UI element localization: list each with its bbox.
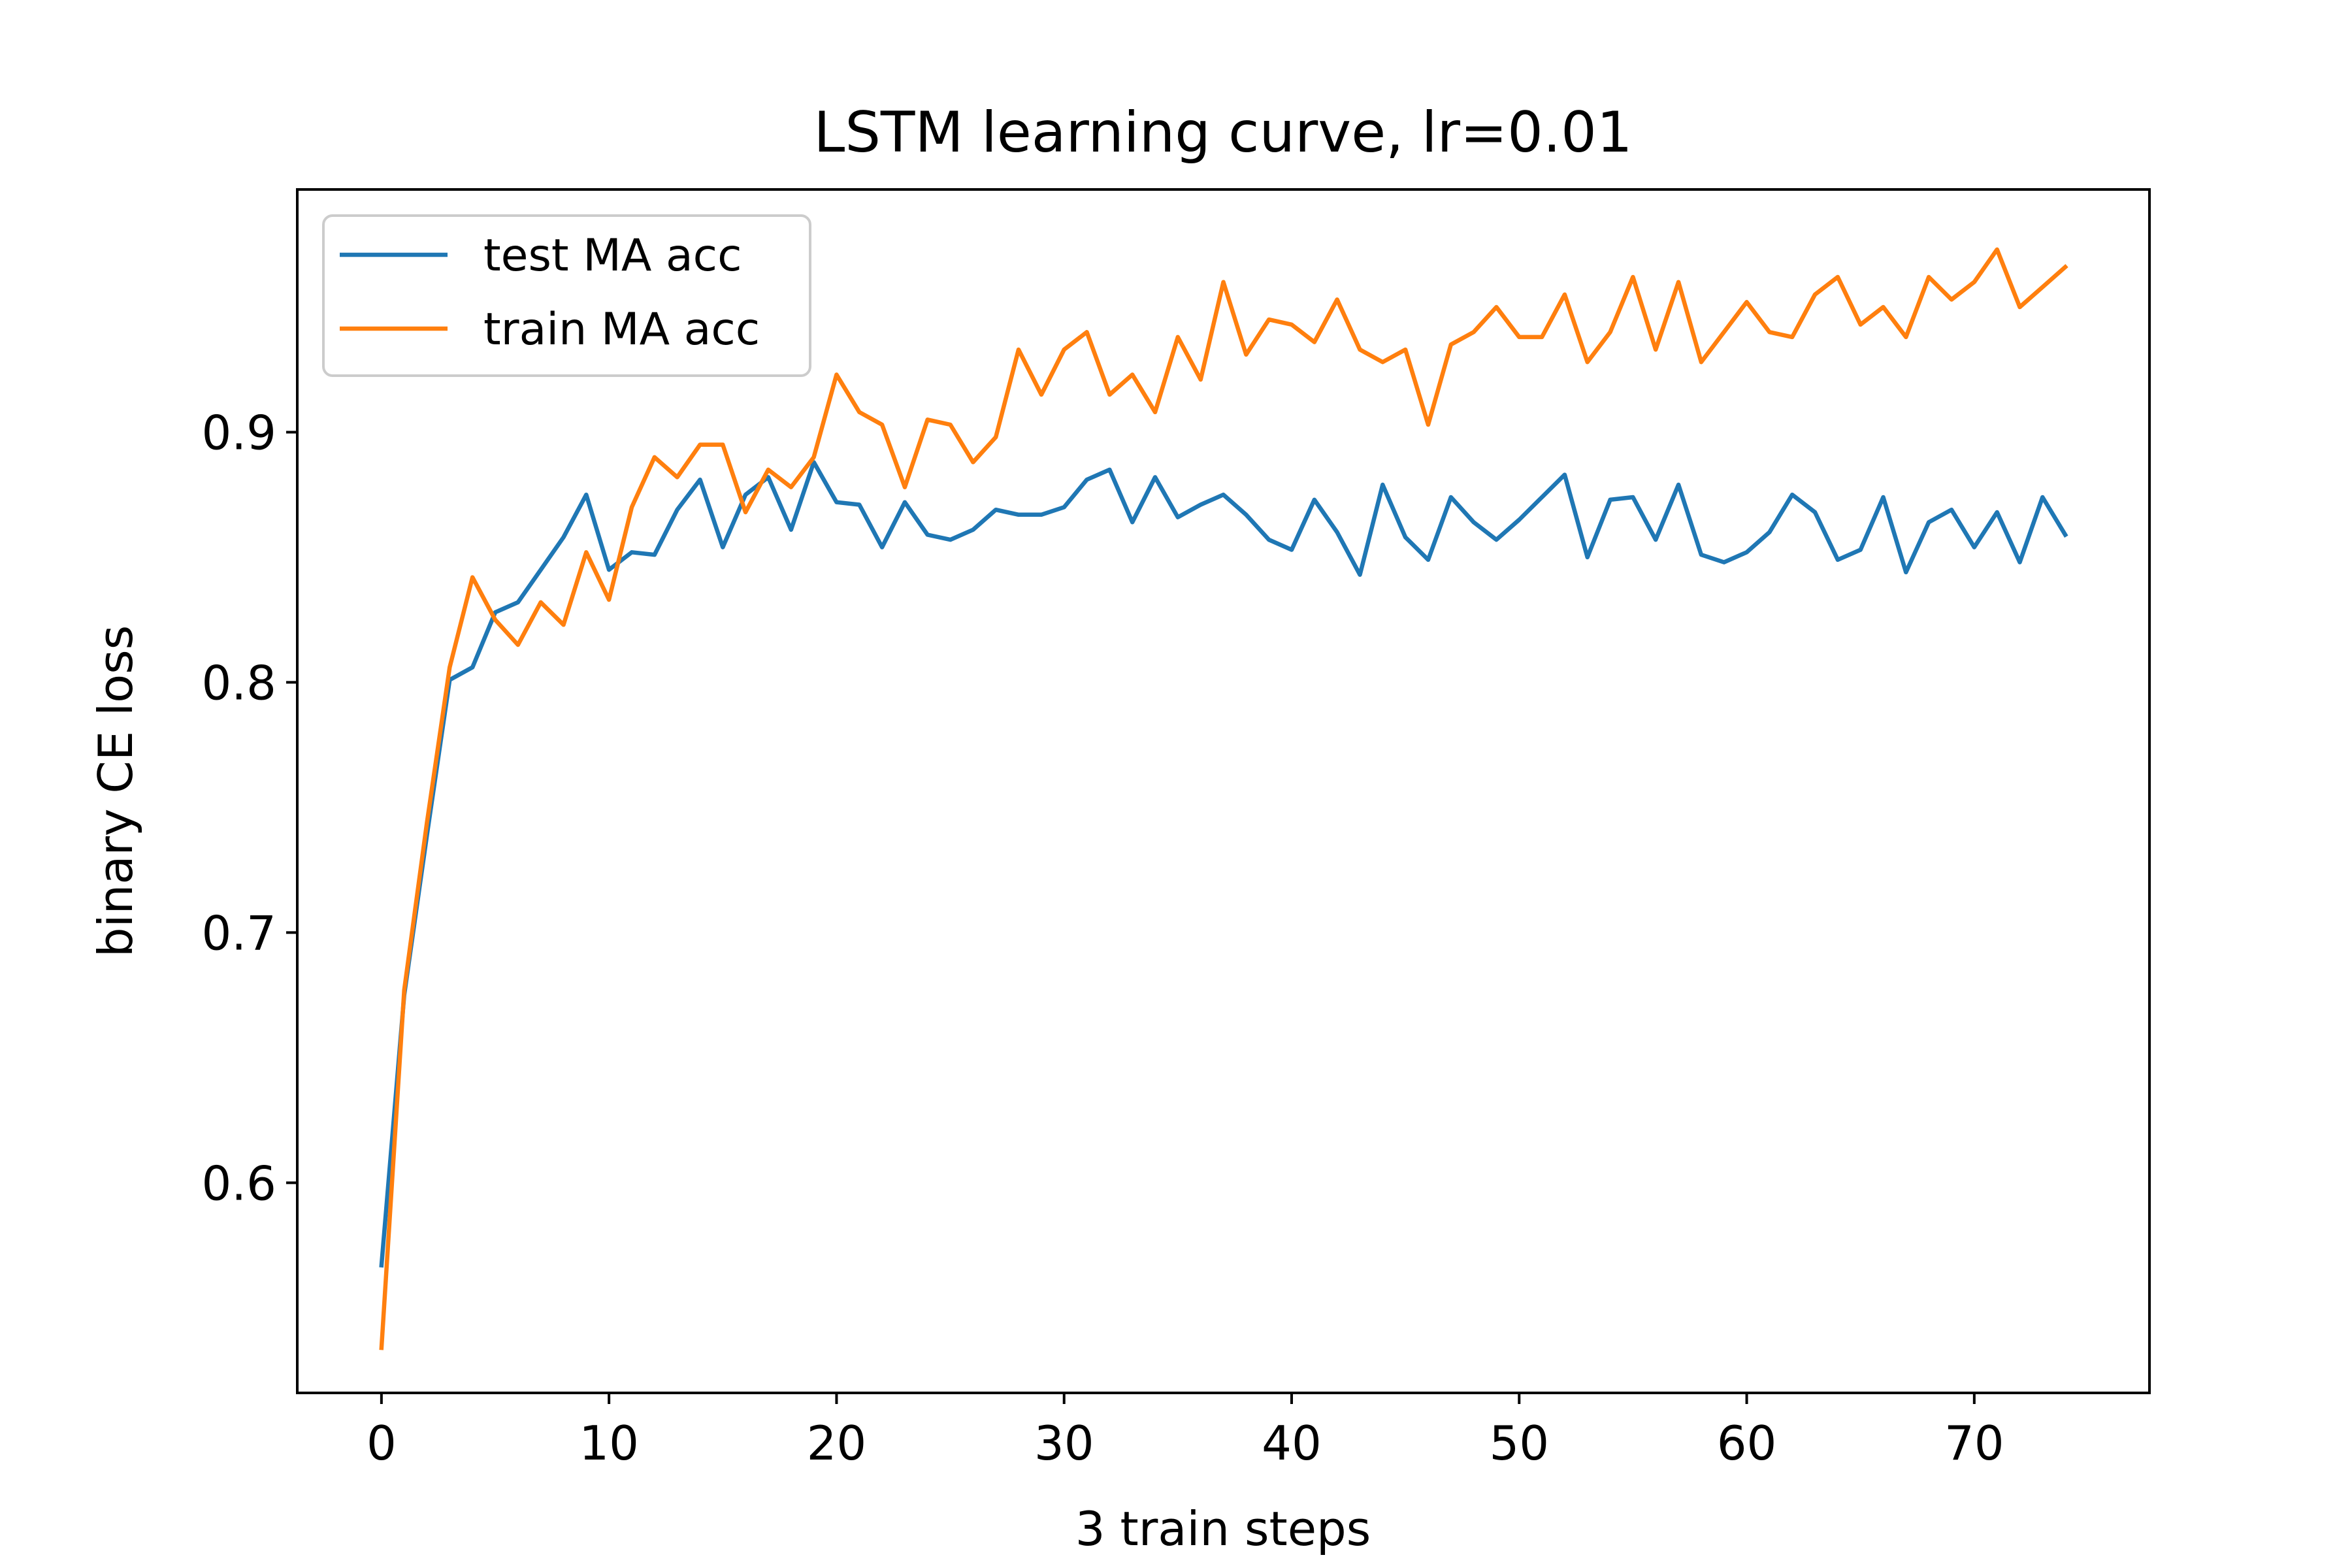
series-line-1 [379, 247, 2068, 1350]
x-tick-label: 40 [1262, 1416, 1322, 1471]
x-axis-label: 3 train steps [1075, 1501, 1371, 1556]
x-tick-label: 10 [579, 1416, 639, 1471]
x-tick-label: 50 [1489, 1416, 1549, 1471]
y-tick-label: 0.7 [201, 906, 276, 960]
y-tick-label: 0.8 [201, 655, 276, 710]
y-axis-ticks: 0.6 0.7 0.8 0.9 [201, 405, 297, 1211]
legend: test MA acc train MA acc [322, 214, 811, 377]
x-axis-ticks: 0 10 20 30 40 50 60 70 [367, 1393, 2004, 1471]
plot-frame [296, 188, 2151, 1394]
series-line-0 [379, 460, 2068, 1268]
y-tick-label: 0.9 [201, 405, 276, 460]
series-layer [379, 247, 2068, 1350]
x-tick-label: 0 [367, 1416, 397, 1471]
x-tick-label: 20 [807, 1416, 867, 1471]
legend-label-test: test MA acc [483, 230, 742, 282]
x-tick-label: 60 [1717, 1416, 1777, 1471]
legend-label-train: train MA acc [483, 304, 760, 355]
x-tick-label: 30 [1034, 1416, 1094, 1471]
chart-title: LSTM learning curve, lr=0.01 [813, 100, 1632, 165]
x-tick-label: 70 [1944, 1416, 2004, 1471]
y-tick-label: 0.6 [201, 1156, 276, 1211]
plot-area [296, 188, 2151, 1394]
y-axis-label: binary CE loss [88, 625, 143, 957]
